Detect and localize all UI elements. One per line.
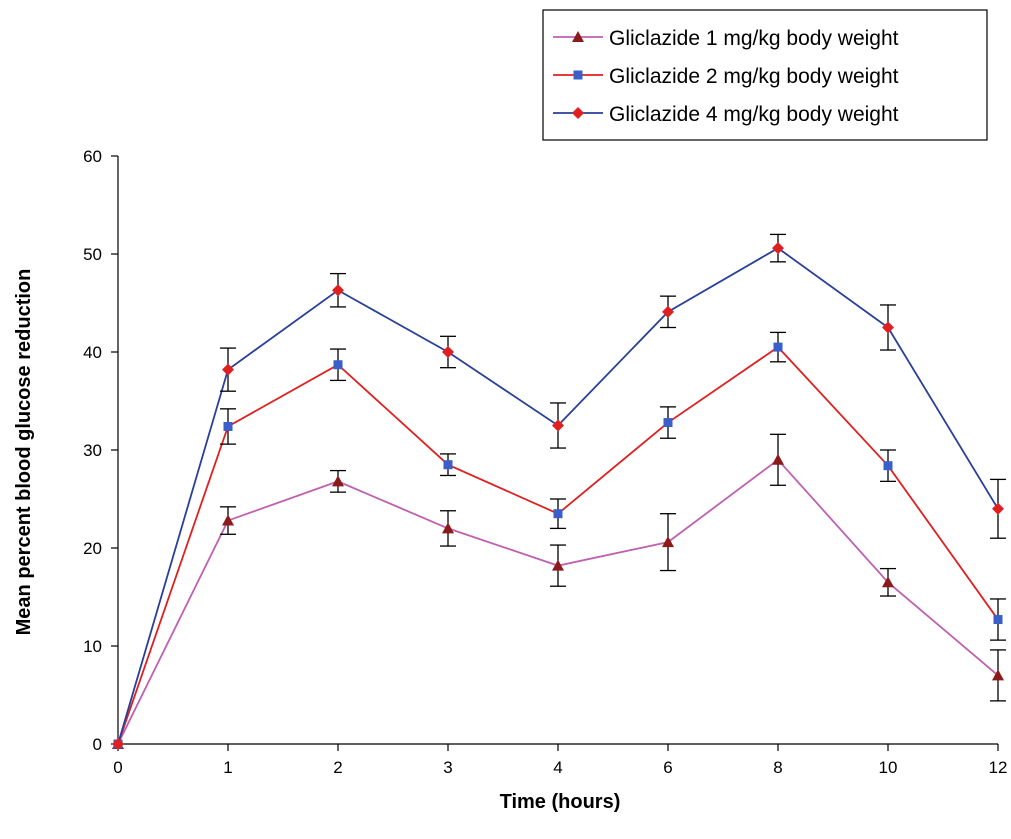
x-tick-label: 4 — [553, 758, 562, 777]
data-point — [332, 284, 344, 297]
data-point — [552, 419, 564, 432]
y-tick-label: 10 — [83, 637, 102, 656]
data-point — [992, 669, 1004, 681]
data-point — [772, 453, 784, 465]
x-tick-label: 12 — [989, 758, 1008, 777]
data-point — [772, 242, 784, 255]
y-tick-label: 30 — [83, 441, 102, 460]
legend-item: Gliclazide 4 mg/kg body weight — [553, 103, 899, 126]
data-point — [112, 738, 124, 750]
x-tick-label: 8 — [773, 758, 782, 777]
series-3 — [112, 233, 1006, 750]
legend-label: Gliclazide 1 mg/kg body weight — [609, 27, 899, 50]
x-tick-label: 0 — [113, 758, 122, 777]
legend-label: Gliclazide 2 mg/kg body weight — [609, 65, 899, 88]
series-layer — [112, 233, 1006, 750]
data-point — [222, 514, 234, 526]
y-tick-label: 20 — [83, 539, 102, 558]
data-point — [553, 509, 563, 519]
data-point — [222, 363, 234, 376]
x-tick-label: 1 — [223, 758, 232, 777]
y-tick-label: 50 — [83, 245, 102, 264]
data-point — [443, 460, 453, 470]
x-tick-label: 10 — [879, 758, 898, 777]
legend-label: Gliclazide 4 mg/kg body weight — [609, 103, 899, 126]
legend-marker — [572, 31, 584, 42]
data-point — [332, 475, 344, 487]
data-point — [883, 461, 893, 471]
x-tick-label: 3 — [443, 758, 452, 777]
data-point — [442, 346, 454, 358]
legend-marker — [573, 70, 583, 80]
data-point — [882, 321, 894, 334]
legend-marker — [572, 107, 584, 119]
series-line — [117, 247, 999, 745]
legend-box — [542, 9, 988, 141]
legend-item: Gliclazide 2 mg/kg body weight — [553, 65, 899, 88]
legend: Gliclazide 1 mg/kg body weight Gliclazide… — [542, 9, 988, 141]
y-axis-title: Mean percent blood glucose reduction — [13, 269, 35, 636]
data-point — [552, 559, 564, 571]
data-point — [662, 536, 674, 548]
data-point — [663, 418, 673, 428]
y-tick-label: 40 — [83, 343, 102, 362]
legend-item: Gliclazide 1 mg/kg body weight — [553, 27, 899, 50]
y-tick-label: 0 — [93, 735, 102, 754]
series-2 — [113, 331, 1006, 749]
data-point — [773, 342, 783, 352]
data-point — [993, 615, 1003, 625]
x-tick-label: 6 — [663, 758, 672, 777]
series-1 — [112, 433, 1006, 749]
data-point — [992, 502, 1004, 515]
data-point — [442, 522, 454, 534]
y-tick-label: 60 — [83, 147, 102, 166]
data-point — [333, 360, 343, 370]
data-point — [223, 421, 233, 431]
x-tick-label: 2 — [333, 758, 342, 777]
data-point — [882, 576, 894, 588]
x-axis-title: Time (hours) — [500, 791, 621, 813]
data-point — [662, 305, 674, 318]
